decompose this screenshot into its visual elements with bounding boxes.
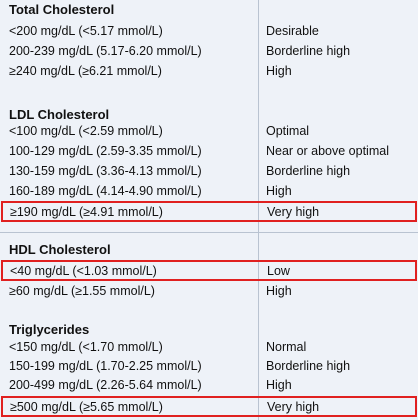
table-row: 160-189 mg/dL (4.14-4.90 mmol/L) High xyxy=(0,182,418,201)
highlighted-row: ≥500 mg/dL (≥5.65 mmol/L) Very high xyxy=(1,396,417,417)
column-divider xyxy=(258,0,259,420)
range-cell: 100-129 mg/dL (2.59-3.35 mmol/L) xyxy=(9,144,202,158)
classification-cell: Borderline high xyxy=(266,359,351,373)
range-cell: 130-159 mg/dL (3.36-4.13 mmol/L) xyxy=(9,164,202,178)
table-row: <200 mg/dL (<5.17 mmol/L) Desirable xyxy=(0,22,418,41)
range-cell: 200-239 mg/dL (5.17-6.20 mmol/L) xyxy=(9,44,202,58)
section-title: Triglycerides xyxy=(9,322,90,337)
table-row: ≥240 mg/dL (≥6.21 mmol/L) High xyxy=(0,62,418,81)
classification-cell: Very high xyxy=(267,400,320,414)
classification-cell: High xyxy=(266,184,292,198)
classification-cell: High xyxy=(266,378,292,392)
classification-cell: Desirable xyxy=(266,24,319,38)
range-cell: <200 mg/dL (<5.17 mmol/L) xyxy=(9,24,163,38)
classification-cell: Very high xyxy=(267,205,320,219)
range-cell: ≥500 mg/dL (≥5.65 mmol/L) xyxy=(10,400,163,414)
classification-cell: Borderline high xyxy=(266,164,351,178)
classification-cell: High xyxy=(266,284,292,298)
range-cell: ≥240 mg/dL (≥6.21 mmol/L) xyxy=(9,64,162,78)
table-row: 200-239 mg/dL (5.17-6.20 mmol/L) Borderl… xyxy=(0,42,418,61)
section-separator xyxy=(0,232,418,233)
classification-cell: Near or above optimal xyxy=(266,144,389,158)
range-cell: ≥60 mg/dL (≥1.55 mmol/L) xyxy=(9,284,155,298)
table-row: 150-199 mg/dL (1.70-2.25 mmol/L) Borderl… xyxy=(0,357,418,376)
table-row: ≥60 mg/dL (≥1.55 mmol/L) High xyxy=(0,282,418,301)
classification-cell: High xyxy=(266,64,292,78)
range-cell: 150-199 mg/dL (1.70-2.25 mmol/L) xyxy=(9,359,202,373)
table-row: <150 mg/dL (<1.70 mmol/L) Normal xyxy=(0,338,418,357)
classification-cell: Borderline high xyxy=(266,44,351,58)
section-title: HDL Cholesterol xyxy=(9,242,111,257)
range-cell: <40 mg/dL (<1.03 mmol/L) xyxy=(10,264,157,278)
table-row: 100-129 mg/dL (2.59-3.35 mmol/L) Near or… xyxy=(0,142,418,161)
classification-cell: Normal xyxy=(266,340,307,354)
section-title: Total Cholesterol xyxy=(9,2,115,17)
highlighted-row: ≥190 mg/dL (≥4.91 mmol/L) Very high xyxy=(1,201,417,222)
range-cell: 200-499 mg/dL (2.26-5.64 mmol/L) xyxy=(9,378,202,392)
range-cell: <150 mg/dL (<1.70 mmol/L) xyxy=(9,340,163,354)
range-cell: <100 mg/dL (<2.59 mmol/L) xyxy=(9,124,163,138)
highlighted-row: <40 mg/dL (<1.03 mmol/L) Low xyxy=(1,260,417,281)
classification-cell: Optimal xyxy=(266,124,310,138)
table-row: 130-159 mg/dL (3.36-4.13 mmol/L) Borderl… xyxy=(0,162,418,181)
table-row: 200-499 mg/dL (2.26-5.64 mmol/L) High xyxy=(0,376,418,395)
range-cell: 160-189 mg/dL (4.14-4.90 mmol/L) xyxy=(9,184,202,198)
classification-cell: Low xyxy=(267,264,290,278)
range-cell: ≥190 mg/dL (≥4.91 mmol/L) xyxy=(10,205,163,219)
section-title: LDL Cholesterol xyxy=(9,107,110,122)
table-row: <100 mg/dL (<2.59 mmol/L) Optimal xyxy=(0,122,418,141)
